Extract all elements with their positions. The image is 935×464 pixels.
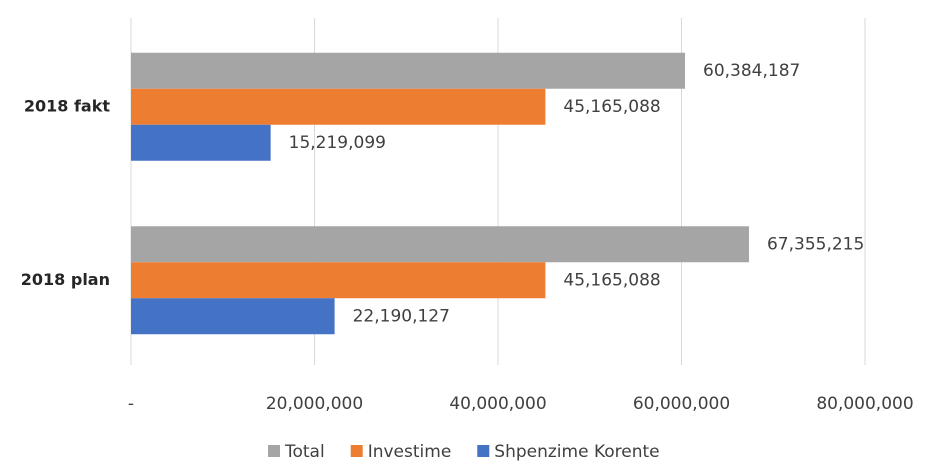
bar [131, 52, 686, 89]
legend-swatch [268, 445, 280, 457]
bar [131, 124, 271, 161]
data-label: 45,165,088 [563, 97, 660, 117]
data-label: 45,165,088 [563, 270, 660, 290]
x-tick-label: 20,000,000 [266, 394, 363, 414]
legend-swatch [477, 445, 490, 457]
bar [131, 298, 335, 335]
data-label: 67,355,215 [767, 234, 864, 254]
x-tick-label: 40,000,000 [449, 394, 546, 414]
legend-swatch [350, 445, 363, 457]
bar [131, 226, 749, 263]
category-label: 2018 plan [21, 270, 110, 289]
category-label: 2018 fakt [24, 96, 111, 115]
data-label: 15,219,099 [289, 133, 386, 153]
legend-label: Shpenzime Korente [494, 442, 659, 462]
legend-label: Total [284, 442, 325, 462]
data-label: 60,384,187 [703, 61, 800, 81]
data-label: 22,190,127 [353, 306, 450, 326]
x-tick-label: 60,000,000 [633, 394, 730, 414]
x-tick-label: - [128, 394, 134, 414]
bar [131, 262, 546, 299]
bar [131, 88, 546, 125]
x-tick-label: 80,000,000 [816, 394, 913, 414]
legend-label: Investime [368, 442, 452, 462]
